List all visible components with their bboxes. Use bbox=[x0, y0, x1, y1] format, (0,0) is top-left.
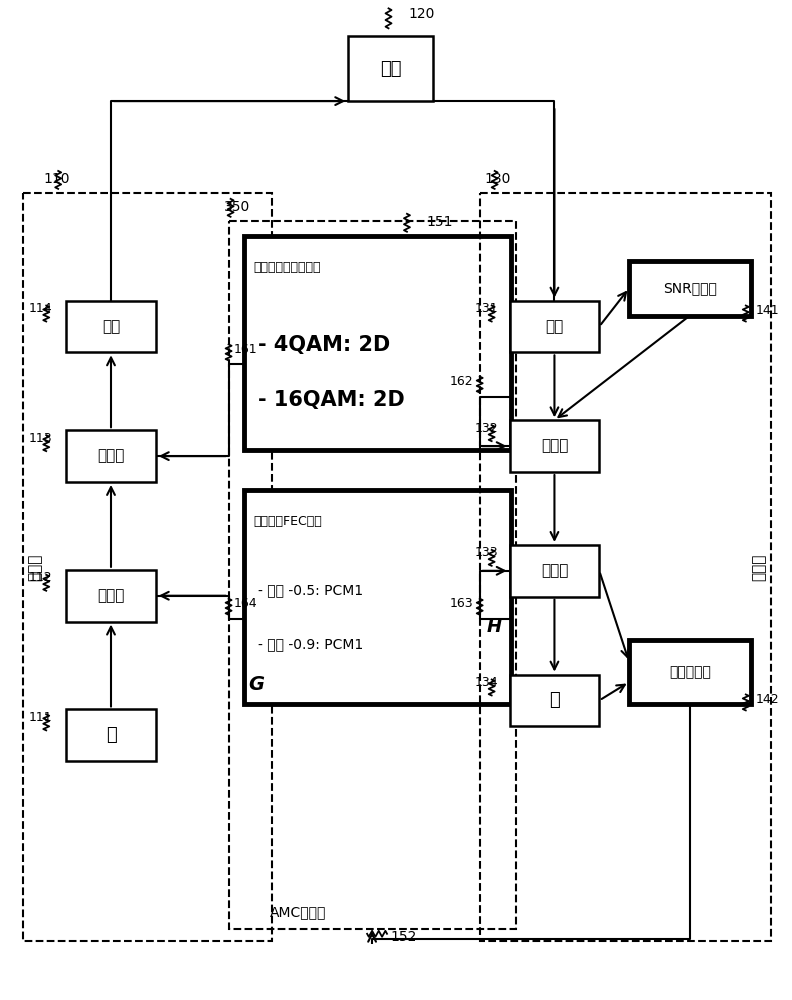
Bar bbox=[67, 570, 156, 622]
Text: 132: 132 bbox=[474, 422, 498, 435]
Text: 接收器: 接收器 bbox=[752, 553, 766, 581]
Text: 130: 130 bbox=[485, 172, 511, 186]
Bar bbox=[243, 236, 511, 450]
Text: - 4QAM: 2D: - 4QAM: 2D bbox=[258, 335, 390, 355]
Text: - 速率 -0.9: PCM1: - 速率 -0.9: PCM1 bbox=[258, 638, 364, 652]
Text: 信道: 信道 bbox=[380, 60, 402, 78]
Bar bbox=[509, 545, 600, 597]
Text: 113: 113 bbox=[29, 432, 52, 445]
Text: 164: 164 bbox=[234, 597, 257, 610]
Text: 350: 350 bbox=[223, 200, 249, 214]
Bar bbox=[509, 675, 600, 726]
Bar bbox=[348, 36, 433, 101]
Text: 调制器: 调制器 bbox=[97, 449, 124, 464]
Text: - 速率 -0.5: PCM1: - 速率 -0.5: PCM1 bbox=[258, 583, 364, 597]
Text: 120: 120 bbox=[409, 7, 435, 21]
Text: 151: 151 bbox=[427, 215, 453, 229]
Bar bbox=[480, 193, 771, 941]
Bar bbox=[67, 709, 156, 761]
Text: 134: 134 bbox=[474, 676, 498, 689]
Text: SNR监测器: SNR监测器 bbox=[663, 281, 717, 295]
Text: 前端: 前端 bbox=[102, 319, 120, 334]
Bar bbox=[629, 640, 751, 704]
Text: 163: 163 bbox=[450, 597, 474, 610]
Text: 112: 112 bbox=[29, 571, 52, 584]
Text: 162: 162 bbox=[450, 375, 474, 388]
Text: 错误校验器: 错误校验器 bbox=[669, 665, 711, 679]
Text: AMC控制器: AMC控制器 bbox=[270, 905, 326, 919]
Bar bbox=[509, 301, 600, 352]
Text: 可变速率FEC码：: 可变速率FEC码： bbox=[253, 515, 322, 528]
Text: 141: 141 bbox=[756, 304, 779, 317]
Bar bbox=[509, 420, 600, 472]
Text: 可变阶数调制格式：: 可变阶数调制格式： bbox=[253, 261, 321, 274]
Text: 110: 110 bbox=[44, 172, 70, 186]
Text: 前端: 前端 bbox=[546, 319, 564, 334]
Bar bbox=[23, 193, 272, 941]
Text: 133: 133 bbox=[474, 546, 498, 559]
Text: 131: 131 bbox=[474, 302, 498, 315]
Text: 152: 152 bbox=[390, 930, 417, 944]
Bar bbox=[67, 301, 156, 352]
Text: 解码器: 解码器 bbox=[541, 563, 568, 578]
Text: 源: 源 bbox=[105, 726, 116, 744]
Text: 发送器: 发送器 bbox=[28, 553, 43, 581]
Text: 142: 142 bbox=[756, 693, 779, 706]
Text: - 16QAM: 2D: - 16QAM: 2D bbox=[258, 390, 406, 410]
Bar bbox=[243, 490, 511, 704]
Bar bbox=[229, 221, 516, 929]
Text: G: G bbox=[249, 675, 265, 694]
Text: 汇: 汇 bbox=[549, 691, 560, 709]
Bar bbox=[629, 261, 751, 316]
Bar bbox=[67, 430, 156, 482]
Text: 解调器: 解调器 bbox=[541, 439, 568, 454]
Text: 111: 111 bbox=[29, 711, 52, 724]
Text: 114: 114 bbox=[29, 302, 52, 315]
Text: 161: 161 bbox=[234, 343, 257, 356]
Text: H: H bbox=[486, 618, 502, 636]
Text: 编码器: 编码器 bbox=[97, 588, 124, 603]
